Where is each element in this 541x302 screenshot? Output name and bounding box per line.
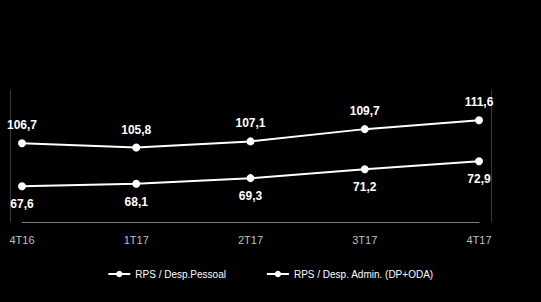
svg-text:4T17: 4T17 — [466, 234, 491, 246]
svg-text:3T17: 3T17 — [352, 234, 377, 246]
svg-text:109,7: 109,7 — [350, 104, 380, 118]
svg-text:71,2: 71,2 — [353, 180, 377, 194]
svg-text:1T17: 1T17 — [124, 234, 149, 246]
svg-text:105,8: 105,8 — [121, 123, 151, 137]
svg-text:RPS / Desp.Pessoal: RPS / Desp.Pessoal — [135, 269, 226, 280]
svg-text:4T16: 4T16 — [9, 234, 34, 246]
svg-text:106,7: 106,7 — [7, 118, 37, 132]
svg-text:68,1: 68,1 — [125, 195, 149, 209]
svg-text:107,1: 107,1 — [235, 116, 265, 130]
svg-text:67,6: 67,6 — [10, 197, 34, 211]
svg-text:69,3: 69,3 — [239, 189, 263, 203]
svg-text:72,9: 72,9 — [467, 172, 491, 186]
svg-text:111,6: 111,6 — [465, 95, 494, 109]
svg-text:2T17: 2T17 — [238, 234, 263, 246]
svg-text:RPS / Desp. Admin. (DP+ODA): RPS / Desp. Admin. (DP+ODA) — [294, 269, 433, 280]
